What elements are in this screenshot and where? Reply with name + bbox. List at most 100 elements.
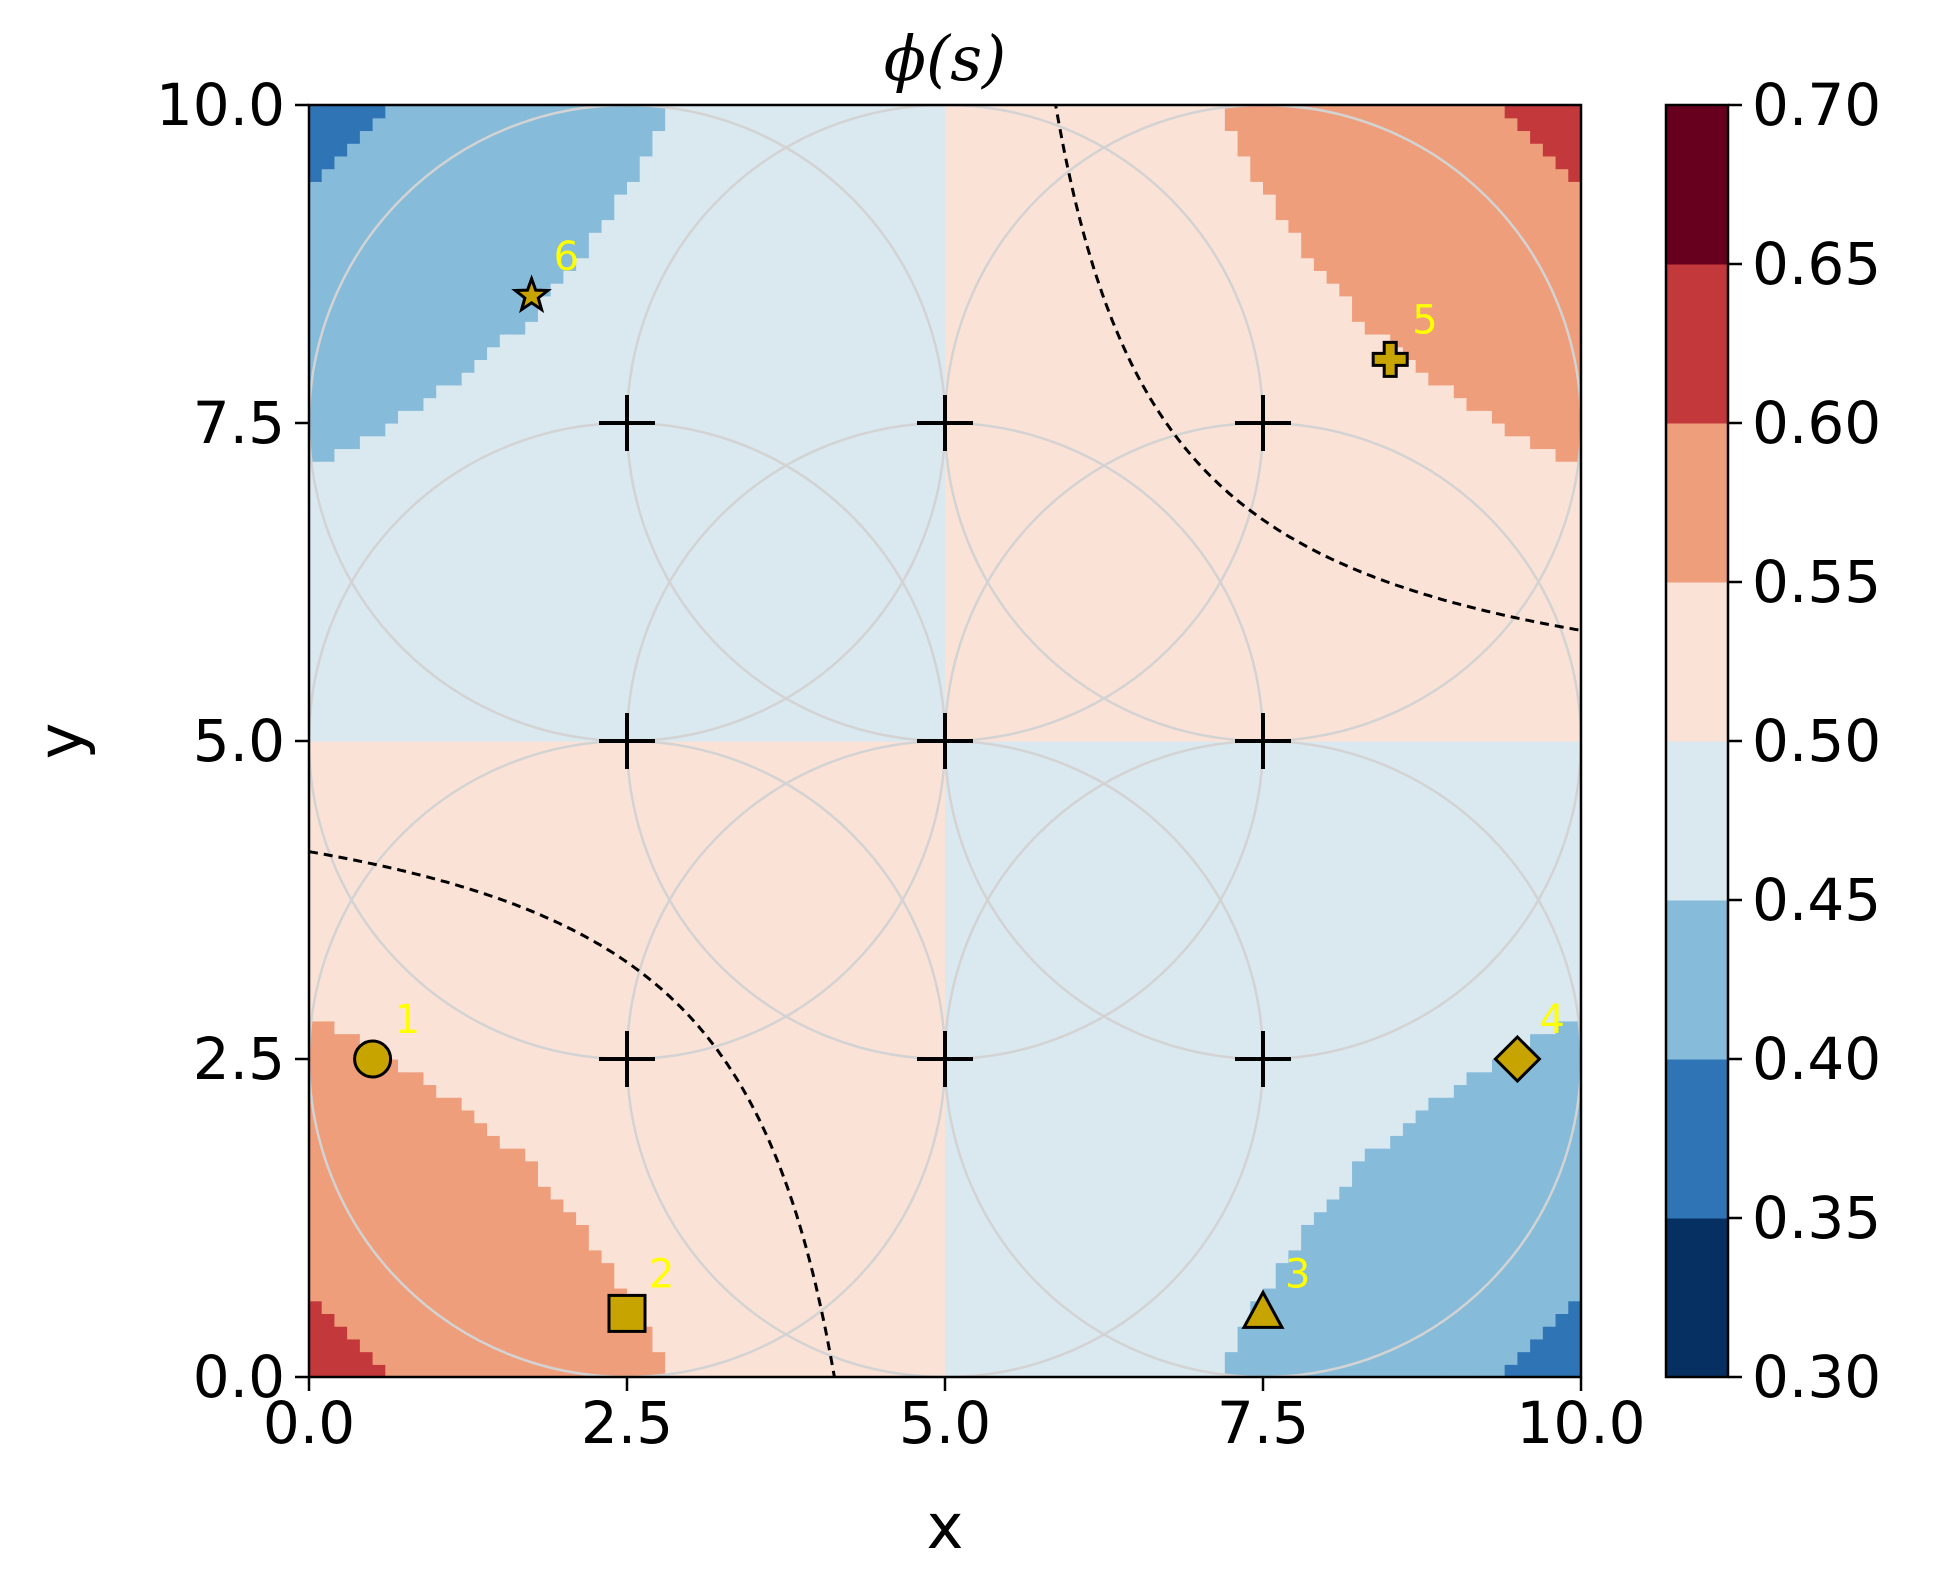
heatmap-cell: [945, 1033, 959, 1047]
heatmap-cell: [830, 1237, 844, 1251]
heatmap-cell: [779, 1262, 793, 1276]
heatmap-cell: [792, 880, 806, 895]
heatmap-cell: [805, 868, 819, 882]
heatmap-cell: [792, 817, 806, 831]
heatmap-cell: [1339, 919, 1353, 933]
heatmap-cell: [1479, 855, 1493, 869]
heatmap-cell: [957, 1033, 972, 1047]
heatmap-cell: [703, 1300, 717, 1314]
heatmap-cell: [1212, 919, 1226, 933]
heatmap-cell: [474, 1198, 488, 1213]
heatmap-cell: [779, 804, 793, 818]
heatmap-cell: [665, 842, 679, 857]
heatmap-cell: [563, 957, 577, 971]
heatmap-cell: [359, 766, 374, 780]
heatmap-cell: [1123, 1160, 1137, 1175]
heatmap-cell: [754, 804, 768, 818]
heatmap-cell: [1364, 1287, 1379, 1302]
heatmap-cell: [868, 1097, 882, 1111]
heatmap-cell: [614, 830, 628, 844]
heatmap-cell: [945, 868, 959, 882]
heatmap-cell: [843, 868, 857, 882]
heatmap-cell: [1313, 1109, 1328, 1124]
heatmap-cell: [1555, 766, 1569, 780]
heatmap-cell: [1453, 1364, 1468, 1377]
heatmap-cell: [1110, 1198, 1124, 1213]
heatmap-cell: [970, 957, 984, 971]
heatmap-cell: [894, 1008, 908, 1022]
heatmap-cell: [1301, 842, 1315, 857]
heatmap-cell: [423, 1008, 437, 1022]
heatmap-cell: [487, 1224, 501, 1238]
heatmap-cell: [1186, 766, 1200, 780]
heatmap-cell: [1428, 969, 1442, 984]
heatmap-cell: [1110, 1287, 1124, 1302]
heatmap-cell: [474, 1109, 488, 1124]
heatmap-cell: [1097, 1313, 1111, 1327]
heatmap-cell: [1097, 1084, 1111, 1098]
heatmap-cell: [1059, 766, 1073, 780]
heatmap-cell: [1275, 1300, 1290, 1314]
heatmap-cell: [1390, 969, 1404, 984]
heatmap-cell: [754, 1084, 768, 1098]
heatmap-cell: [1504, 1173, 1518, 1187]
heatmap-cell: [1034, 1211, 1048, 1225]
heatmap-cell: [1097, 1109, 1111, 1124]
heatmap-cell: [448, 1033, 463, 1047]
heatmap-cell: [703, 969, 717, 984]
heatmap-cell: [881, 842, 895, 857]
heatmap-cell: [563, 791, 577, 806]
heatmap-cell: [537, 1122, 552, 1136]
heatmap-cell: [1263, 982, 1277, 996]
heatmap-cell: [588, 1211, 603, 1225]
heatmap-cell: [563, 1326, 577, 1340]
heatmap-cell: [1021, 1300, 1035, 1314]
heatmap-cell: [1441, 1071, 1455, 1086]
heatmap-cell: [1034, 1326, 1048, 1340]
heatmap-cell: [1250, 1059, 1264, 1073]
heatmap-cell: [601, 995, 615, 1009]
heatmap-cell: [868, 957, 882, 971]
heatmap-cell: [1339, 969, 1353, 984]
heatmap-cell: [1352, 1097, 1366, 1111]
heatmap-cell: [1428, 1300, 1442, 1314]
heatmap-cell: [1377, 1186, 1391, 1200]
heatmap-cell: [487, 1211, 501, 1225]
heatmap-cell: [1301, 1300, 1315, 1314]
heatmap-cell: [983, 1059, 997, 1073]
heatmap-cell: [906, 1122, 921, 1136]
heatmap-cell: [1173, 1237, 1188, 1251]
heatmap-cell: [487, 1148, 501, 1162]
heatmap-cell: [728, 1020, 743, 1035]
heatmap-cell: [1466, 1237, 1480, 1251]
heatmap-cell: [1542, 1173, 1557, 1187]
heatmap-cell: [1415, 1186, 1429, 1200]
heatmap-cell: [868, 906, 882, 920]
heatmap-cell: [448, 741, 463, 755]
heatmap-cell: [1161, 931, 1175, 946]
heatmap-cell: [652, 1135, 666, 1149]
heatmap-cell: [563, 1198, 577, 1213]
heatmap-cell: [372, 880, 386, 895]
heatmap-cell: [741, 1275, 755, 1289]
heatmap-cell: [436, 753, 450, 768]
heatmap-cell: [957, 1071, 972, 1086]
heatmap-cell: [512, 919, 526, 933]
heatmap-cell: [1504, 1122, 1518, 1136]
heatmap-cell: [779, 791, 793, 806]
heatmap-cell: [588, 1020, 603, 1035]
heatmap-cell: [703, 1224, 717, 1238]
heatmap-cell: [525, 1262, 539, 1276]
heatmap-cell: [1072, 1211, 1086, 1225]
heatmap-cell: [690, 1300, 704, 1314]
heatmap-cell: [1402, 1122, 1417, 1136]
heatmap-cell: [1161, 1071, 1175, 1086]
heatmap-cell: [1237, 766, 1251, 780]
heatmap-cell: [1339, 1071, 1353, 1086]
heatmap-cell: [309, 1313, 323, 1327]
heatmap-cell: [1542, 969, 1557, 984]
heatmap-cell: [830, 842, 844, 857]
heatmap-cell: [690, 969, 704, 984]
heatmap-cell: [932, 1338, 946, 1353]
heatmap-cell: [1402, 1135, 1417, 1149]
